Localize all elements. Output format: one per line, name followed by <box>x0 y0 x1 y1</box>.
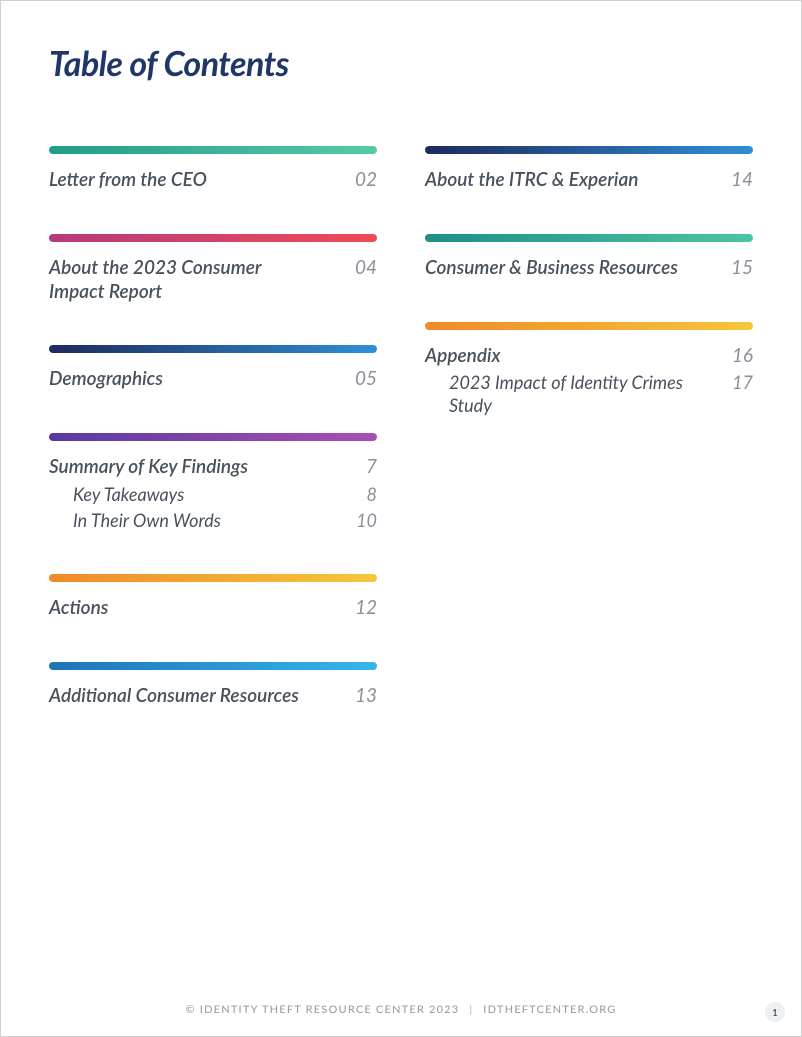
toc-subentry-title: Key Takeaways <box>73 483 351 506</box>
toc-entry-title: Appendix <box>425 344 716 368</box>
footer: © IDENTITY THEFT RESOURCE CENTER 2023 | … <box>1 1003 801 1016</box>
toc-entry-title: Demographics <box>49 367 339 391</box>
page-title: Table of Contents <box>49 43 753 84</box>
toc-entry-page: 7 <box>366 455 377 479</box>
toc-entry-page: 16 <box>732 344 753 368</box>
section-bar <box>49 234 377 242</box>
toc-entry[interactable]: Demographics 05 <box>49 367 377 391</box>
toc-subentry-page: 17 <box>732 371 753 394</box>
toc-entry-title: About the 2023 Consumer Impact Report <box>49 256 279 304</box>
toc-entry-page: 14 <box>731 168 753 192</box>
toc-section-right-0: About the ITRC & Experian 14 <box>425 146 753 192</box>
toc-section-left-1: About the 2023 Consumer Impact Report 04 <box>49 234 377 304</box>
toc-entry[interactable]: Summary of Key Findings 7 <box>49 455 377 479</box>
toc-entry-page: 13 <box>355 684 377 708</box>
toc-column-left: Letter from the CEO 02 About the 2023 Cons… <box>49 146 377 749</box>
toc-entry-title: About the ITRC & Experian <box>425 168 715 192</box>
footer-copyright: © IDENTITY THEFT RESOURCE CENTER 2023 <box>185 1003 459 1016</box>
toc-section-left-0: Letter from the CEO 02 <box>49 146 377 192</box>
toc-entry-title: Consumer & Business Resources <box>425 256 715 280</box>
footer-separator: | <box>469 1003 473 1016</box>
toc-section-left-2: Demographics 05 <box>49 345 377 391</box>
footer-site: IDTHEFTCENTER.ORG <box>483 1003 616 1016</box>
toc-subentry-page: 8 <box>367 483 377 506</box>
toc-entry-title: Summary of Key Findings <box>49 455 350 479</box>
toc-column-right: About the ITRC & Experian 14 Consumer & Bu… <box>425 146 753 749</box>
toc-section-right-2: Appendix 16 2023 Impact of Identity Crimes… <box>425 322 753 417</box>
toc-entry-title: Actions <box>49 596 339 620</box>
toc-entry-page: 04 <box>355 256 377 280</box>
toc-entry-page: 12 <box>355 596 377 620</box>
toc-entry-title: Letter from the CEO <box>49 168 339 192</box>
toc-entry[interactable]: Additional Consumer Resources 13 <box>49 684 377 708</box>
toc-subentry[interactable]: 2023 Impact of Identity Crimes Study 17 <box>425 371 753 416</box>
toc-section-left-3: Summary of Key Findings 7 Key Takeaways 8 In… <box>49 433 377 532</box>
toc-entry-page: 02 <box>355 168 377 192</box>
toc-entry[interactable]: About the ITRC & Experian 14 <box>425 168 753 192</box>
toc-subentry[interactable]: In Their Own Words 10 <box>49 509 377 532</box>
toc-section-left-5: Additional Consumer Resources 13 <box>49 662 377 708</box>
toc-entry[interactable]: Actions 12 <box>49 596 377 620</box>
toc-section-left-4: Actions 12 <box>49 574 377 620</box>
section-bar <box>49 433 377 441</box>
toc-subentry-page: 10 <box>356 509 377 532</box>
toc-entry[interactable]: Consumer & Business Resources 15 <box>425 256 753 280</box>
toc-entry-title: Additional Consumer Resources <box>49 684 339 708</box>
section-bar <box>49 146 377 154</box>
toc-subentry-title: In Their Own Words <box>73 509 340 532</box>
toc-section-right-1: Consumer & Business Resources 15 <box>425 234 753 280</box>
section-bar <box>425 146 753 154</box>
toc-entry-page: 05 <box>355 367 377 391</box>
toc-subentry[interactable]: Key Takeaways 8 <box>49 483 377 506</box>
toc-columns: Letter from the CEO 02 About the 2023 Cons… <box>49 146 753 749</box>
section-bar <box>49 662 377 670</box>
section-bar <box>49 574 377 582</box>
toc-entry[interactable]: Letter from the CEO 02 <box>49 168 377 192</box>
toc-entry[interactable]: Appendix 16 <box>425 344 753 368</box>
toc-entry[interactable]: About the 2023 Consumer Impact Report 04 <box>49 256 377 304</box>
toc-subentry-title: 2023 Impact of Identity Crimes Study <box>449 371 699 416</box>
section-bar <box>425 234 753 242</box>
page-number-badge: 1 <box>765 1002 785 1022</box>
section-bar <box>49 345 377 353</box>
section-bar <box>425 322 753 330</box>
toc-entry-page: 15 <box>731 256 753 280</box>
